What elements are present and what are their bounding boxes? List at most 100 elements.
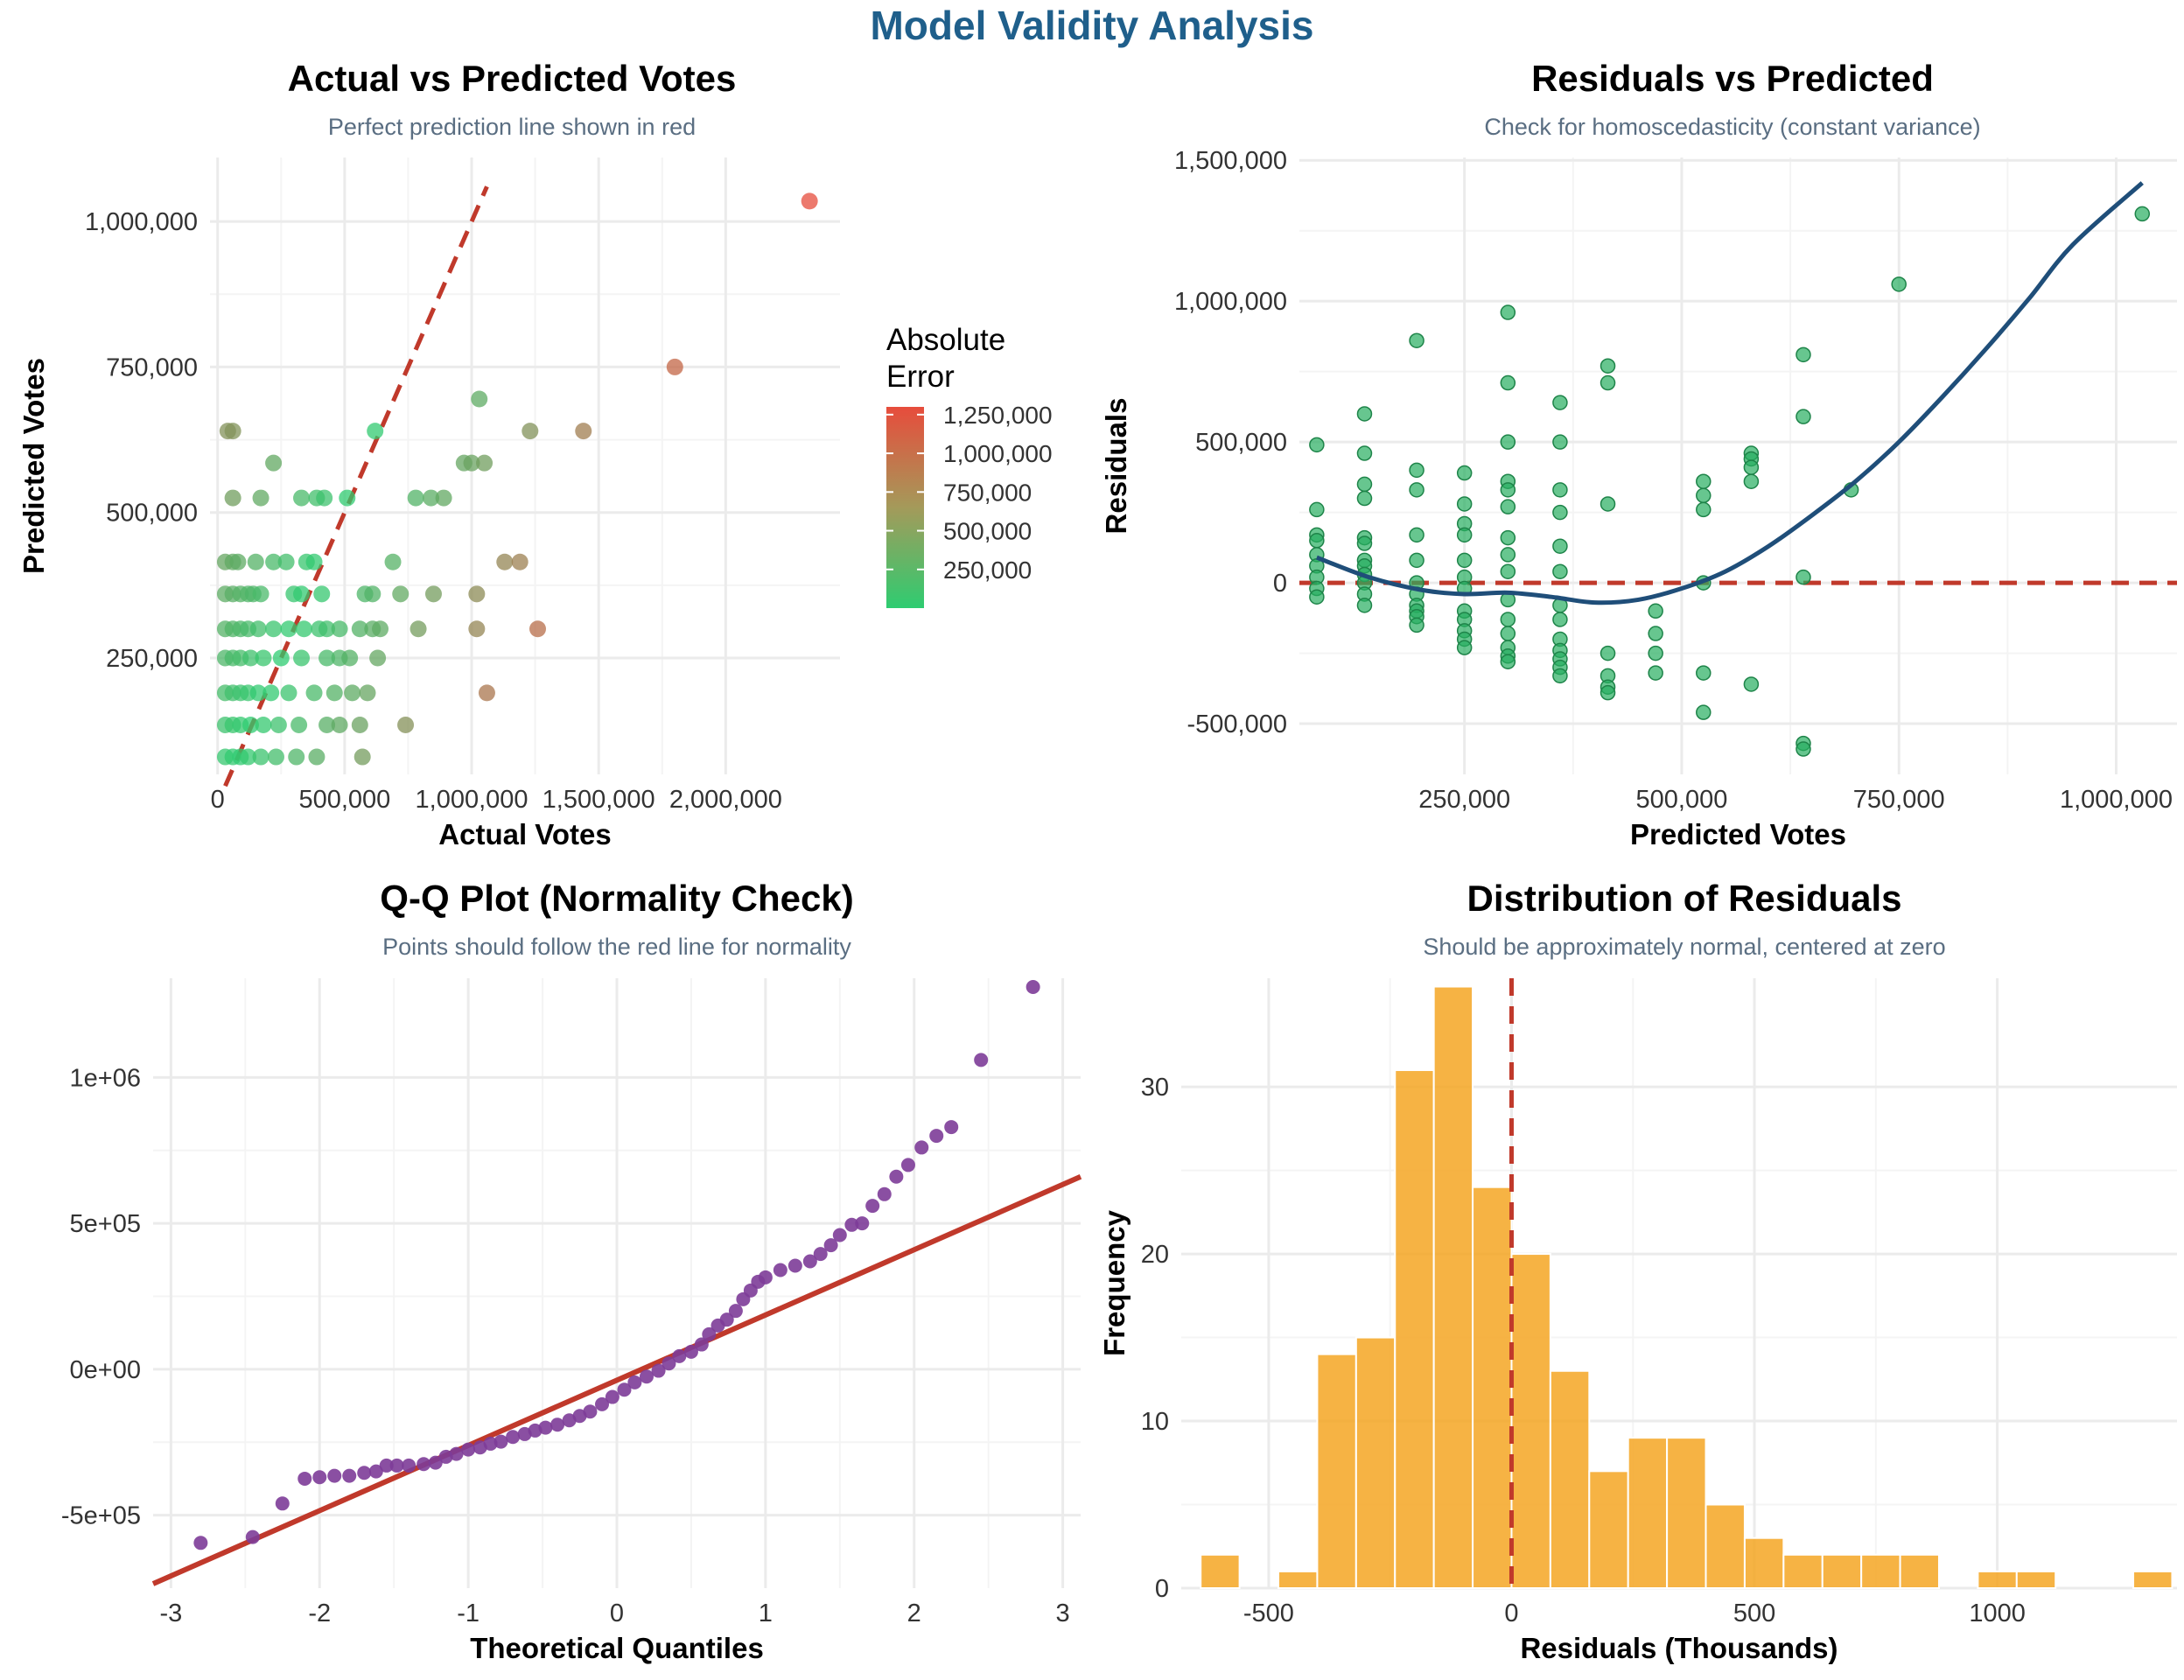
data-point xyxy=(1309,437,1325,453)
y-tick-label: 0e+00 xyxy=(70,1356,141,1384)
data-point xyxy=(1456,496,1473,512)
data-point xyxy=(823,1238,838,1253)
data-point xyxy=(1552,668,1568,684)
data-point xyxy=(929,1129,944,1144)
data-point xyxy=(662,1356,676,1371)
data-point xyxy=(1696,704,1712,720)
data-point xyxy=(339,489,356,507)
histogram-bar xyxy=(1899,1553,1940,1590)
histogram-bar xyxy=(1704,1503,1746,1589)
data-point xyxy=(449,1446,464,1461)
y-tick-label: 750,000 xyxy=(106,354,198,382)
data-point xyxy=(326,684,343,702)
data-point xyxy=(1356,445,1373,461)
data-point xyxy=(1500,434,1516,450)
y-tick-label: 1,500,000 xyxy=(1174,147,1287,175)
data-point xyxy=(1309,533,1325,549)
data-point xyxy=(316,489,333,507)
data-point xyxy=(313,585,331,603)
data-point xyxy=(331,620,348,638)
data-point xyxy=(900,1158,915,1172)
x-axis-title: Theoretical Quantiles xyxy=(470,1632,764,1664)
data-point xyxy=(1743,676,1760,692)
data-point xyxy=(1796,409,1811,424)
histogram-bar xyxy=(1782,1553,1824,1590)
data-point xyxy=(295,620,312,638)
x-axis-title: Residuals (Thousands) xyxy=(1520,1632,1838,1664)
legend-tick-label: 1,250,000 xyxy=(943,402,1053,429)
data-point xyxy=(1500,529,1516,546)
data-point xyxy=(1648,603,1663,620)
x-tick-label: -2 xyxy=(308,1600,331,1628)
data-point xyxy=(1600,645,1616,662)
y-axis-title: Predicted Votes xyxy=(18,358,50,574)
data-point xyxy=(305,553,323,570)
x-tick-label: 500,000 xyxy=(1636,786,1728,814)
data-point xyxy=(249,620,267,638)
data-point xyxy=(694,1337,709,1352)
x-tick-label: 0 xyxy=(1504,1600,1518,1628)
data-point xyxy=(1409,552,1424,569)
data-point xyxy=(402,1458,416,1473)
data-point xyxy=(293,489,311,507)
histogram-bar xyxy=(1510,1253,1551,1589)
histogram-bar xyxy=(1354,1336,1396,1589)
data-point xyxy=(538,1420,553,1435)
data-point xyxy=(357,1466,372,1480)
x-tick-label: 750,000 xyxy=(1853,786,1945,814)
data-point xyxy=(471,390,488,408)
qq-reference-line xyxy=(151,1174,1082,1586)
data-point xyxy=(1600,684,1616,701)
histogram-bar xyxy=(1821,1553,1863,1590)
data-point xyxy=(342,1468,357,1483)
data-point xyxy=(298,1471,312,1486)
data-point xyxy=(351,620,368,638)
grid xyxy=(1299,158,2177,774)
data-point xyxy=(1409,462,1424,479)
data-point xyxy=(639,1369,654,1384)
data-point xyxy=(1356,476,1373,493)
x-tick-label: 1,000,000 xyxy=(2060,786,2173,814)
data-point xyxy=(2134,206,2151,222)
data-point xyxy=(354,748,371,766)
data-point xyxy=(522,423,539,440)
data-point xyxy=(1600,496,1616,512)
data-point xyxy=(832,1228,847,1242)
data-point xyxy=(865,1199,880,1214)
grid xyxy=(210,158,840,774)
data-point xyxy=(1409,617,1424,634)
data-point xyxy=(666,358,683,375)
data-point xyxy=(1796,741,1811,757)
x-tick-label: 1000 xyxy=(1969,1600,2026,1628)
data-point xyxy=(293,649,311,667)
data-point xyxy=(702,1326,717,1341)
x-tick-label: 0 xyxy=(610,1600,624,1628)
data-point xyxy=(288,748,305,766)
data-point xyxy=(877,1186,892,1201)
y-axis-title: Residuals xyxy=(1100,398,1132,535)
legend-tick-label: 250,000 xyxy=(943,556,1032,584)
data-point xyxy=(461,1442,476,1457)
panel-title: Distribution of Residuals xyxy=(1466,878,1901,919)
actual-vs-predicted-panel: Actual vs Predicted Votes Perfect predict… xyxy=(18,58,1053,850)
data-point xyxy=(1600,358,1616,374)
y-tick-label: 0 xyxy=(1273,570,1287,598)
data-point xyxy=(252,585,270,603)
data-point xyxy=(494,1434,508,1449)
data-point xyxy=(265,454,283,472)
data-point xyxy=(242,716,259,733)
data-point xyxy=(496,553,514,570)
y-tick-label: 500,000 xyxy=(106,500,198,528)
data-point xyxy=(368,1464,383,1479)
data-point xyxy=(392,585,410,603)
x-tick-label: -500 xyxy=(1243,1600,1294,1628)
data-point xyxy=(1356,490,1373,507)
data-point xyxy=(379,1458,394,1473)
data-point xyxy=(1648,626,1663,641)
data-point xyxy=(1500,304,1516,320)
data-point xyxy=(719,1312,734,1327)
y-tick-label: 0 xyxy=(1155,1575,1169,1603)
data-point xyxy=(290,716,308,733)
data-point xyxy=(249,684,267,702)
data-point xyxy=(252,748,270,766)
